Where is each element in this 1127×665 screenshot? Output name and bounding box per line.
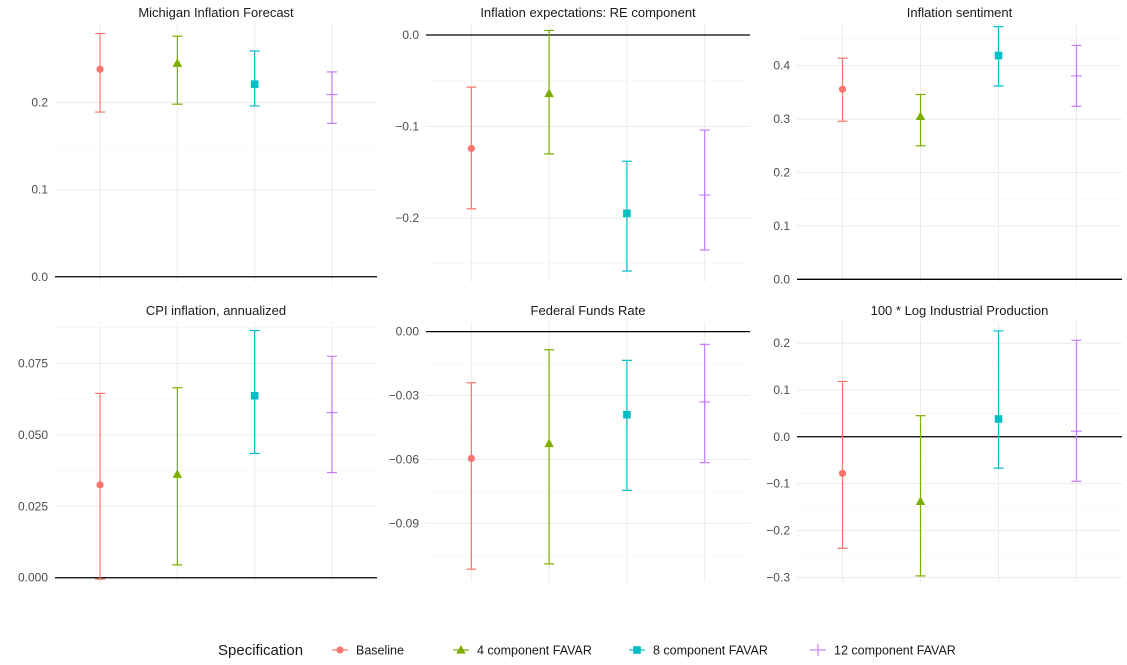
point-estimate <box>172 469 183 478</box>
errorbar-2 <box>544 349 555 565</box>
y-tick-label: 0.1 <box>773 383 790 397</box>
errorbar-2 <box>544 29 555 155</box>
errorbar-1 <box>466 382 477 570</box>
errorbar-3 <box>993 26 1004 87</box>
point-estimate <box>838 85 847 93</box>
y-tick-label: −0.2 <box>766 523 790 537</box>
panel-1: 0.0 0.1 0.2 Michigan Inflation Forecast <box>31 5 377 284</box>
panel-4: 0.000 0.025 0.050 0.075 CPI inflation, annua… <box>18 303 377 585</box>
y-tick-label: 0.2 <box>773 336 790 350</box>
legend: Specification Baseline 4 component FAVAR 8 … <box>218 642 956 659</box>
y-tick-label: −0.1 <box>395 119 419 133</box>
point-estimate <box>838 469 847 477</box>
legend-label: 12 component FAVAR <box>834 644 956 658</box>
y-tick-label: 0.050 <box>18 428 48 442</box>
legend-key-marker <box>336 646 344 654</box>
point-estimate <box>544 438 554 448</box>
y-tick-label: 0.2 <box>773 165 790 179</box>
errorbar-3 <box>621 160 632 272</box>
point-estimate <box>96 65 104 73</box>
y-tick-label: −0.06 <box>389 452 420 466</box>
point-estimate <box>994 415 1003 423</box>
legend-title: Specification <box>218 642 303 659</box>
point-estimate <box>326 407 338 419</box>
point-estimate <box>623 410 631 419</box>
errorbar-1 <box>95 32 106 113</box>
legend-label: Baseline <box>356 644 404 658</box>
errorbar-3 <box>993 330 1004 469</box>
errorbar-3 <box>621 359 632 491</box>
errorbar-4 <box>1071 339 1082 482</box>
panel-title: 100 * Log Industrial Production <box>871 303 1049 318</box>
errorbar-4 <box>699 343 711 464</box>
y-tick-label: 0.1 <box>773 219 790 233</box>
y-tick-label: −0.03 <box>389 389 420 403</box>
errorbar-4 <box>326 355 338 474</box>
errorbar-2 <box>915 93 926 147</box>
errorbar-2 <box>172 387 183 566</box>
y-tick-label: −0.1 <box>766 477 790 491</box>
errorbar-2 <box>915 415 926 577</box>
y-tick-label: 0.4 <box>773 59 790 73</box>
point-estimate <box>1071 425 1082 437</box>
panel-title: Inflation sentiment <box>907 5 1013 20</box>
errorbar-1 <box>837 57 848 122</box>
legend-label: 4 component FAVAR <box>477 644 592 658</box>
point-estimate <box>172 58 183 67</box>
y-tick-label: 0.0 <box>773 272 790 286</box>
legend-item-4: 12 component FAVAR <box>810 644 956 658</box>
y-tick-label: 0.0 <box>31 270 48 284</box>
errorbar-1 <box>466 86 477 210</box>
panel-title: Inflation expectations: RE component <box>480 5 696 20</box>
point-estimate <box>994 51 1003 60</box>
panel-5: −0.09 −0.06 −0.03 0.00 Federal Funds Rate <box>389 303 750 582</box>
panel-2: −0.2 −0.1 0.0 Inflation expectations: RE co… <box>395 5 750 282</box>
point-estimate <box>467 144 475 153</box>
point-estimate <box>326 89 338 101</box>
y-tick-label: −0.09 <box>389 516 420 530</box>
panel-3: 0.0 0.1 0.2 0.3 0.4 Inflation sentiment <box>773 5 1122 286</box>
point-estimate <box>915 496 926 506</box>
legend-key-marker <box>456 645 466 654</box>
point-estimate <box>544 88 554 98</box>
point-estimate <box>1071 70 1082 82</box>
y-tick-label: 0.1 <box>31 183 48 197</box>
y-tick-label: 0.000 <box>18 571 48 585</box>
y-tick-label: 0.2 <box>31 95 48 109</box>
point-estimate <box>250 80 259 88</box>
errorbar-3 <box>249 329 260 455</box>
panel-6: −0.3 −0.2 −0.1 0.0 0.1 0.2 100 * Log Industria… <box>766 303 1122 584</box>
panel-title: Federal Funds Rate <box>531 303 646 318</box>
y-tick-label: −0.3 <box>766 570 790 584</box>
errorbar-1 <box>837 380 848 549</box>
errorbar-4 <box>1071 44 1082 107</box>
point-estimate <box>250 391 259 400</box>
legend-label: 8 component FAVAR <box>653 644 768 658</box>
errorbar-1 <box>95 392 106 580</box>
legend-key-marker <box>633 646 641 654</box>
point-estimate <box>96 481 104 489</box>
y-tick-label: 0.3 <box>773 112 790 126</box>
point-estimate <box>915 111 926 121</box>
legend-item-2: 4 component FAVAR <box>453 644 592 658</box>
panel-title: Michigan Inflation Forecast <box>138 5 294 20</box>
legend-item-1: Baseline <box>332 644 404 658</box>
point-estimate <box>699 189 711 201</box>
panel-title: CPI inflation, annualized <box>146 303 286 318</box>
legend-item-3: 8 component FAVAR <box>629 644 768 658</box>
y-tick-label: 0.0 <box>773 430 790 444</box>
y-tick-label: 0.0 <box>402 28 419 42</box>
point-estimate <box>623 209 631 218</box>
errorbar-2 <box>172 35 183 105</box>
y-tick-label: 0.00 <box>396 325 420 339</box>
errorbar-4 <box>326 71 338 124</box>
y-tick-label: 0.025 <box>18 499 48 513</box>
errorbar-4 <box>699 129 711 251</box>
errorbar-3 <box>249 50 260 107</box>
y-tick-label: −0.2 <box>395 211 419 225</box>
y-tick-label: 0.075 <box>18 356 48 370</box>
point-estimate <box>467 454 475 462</box>
point-estimate <box>699 396 711 408</box>
